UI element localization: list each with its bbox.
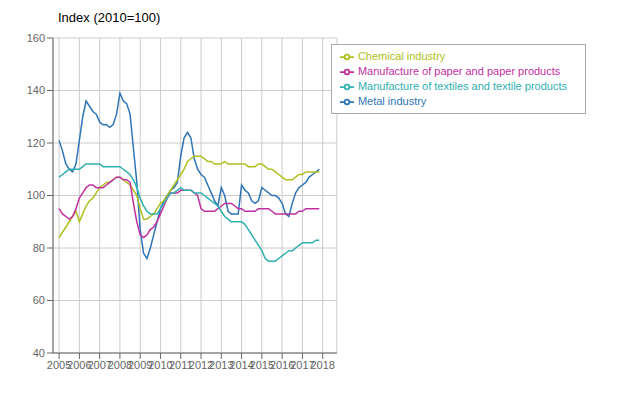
html-text:Manufacture of paper and paper: Manufacture of paper and paper products <box>357 65 561 78</box>
svg-text:80: 80 <box>33 242 45 254</box>
html-text:Index (2010=100): Index (2010=100) <box>58 10 161 25</box>
svg-text:2016: 2016 <box>269 358 295 371</box>
svg-text:2012: 2012 <box>188 358 214 371</box>
svg-text:2005: 2005 <box>46 358 72 371</box>
svg-text:2007: 2007 <box>87 358 112 371</box>
svg-text:2013: 2013 <box>209 358 234 371</box>
svg-text:40: 40 <box>33 347 45 359</box>
svg-text:2010: 2010 <box>148 358 173 371</box>
html-text:Manufacture of textiles and te: Manufacture of textiles and textile prod… <box>357 80 567 93</box>
html-text:Chemical industry: Chemical industry <box>357 50 446 62</box>
svg-text:2006: 2006 <box>67 358 92 371</box>
svg-text:2014: 2014 <box>229 358 254 371</box>
svg-text:2017: 2017 <box>290 358 315 371</box>
svg-text:2009: 2009 <box>127 358 153 371</box>
svg-text:100: 100 <box>27 189 45 201</box>
svg-text:160: 160 <box>27 32 45 44</box>
svg-text:60: 60 <box>33 294 45 306</box>
svg-text:2011: 2011 <box>168 358 193 371</box>
html-text:Metal industry: Metal industry <box>357 95 427 108</box>
svg-text:120: 120 <box>27 137 45 149</box>
svg-text:2008: 2008 <box>107 358 133 371</box>
svg-text:2015: 2015 <box>249 358 275 371</box>
svg-text:140: 140 <box>27 84 45 96</box>
svg-text:2018: 2018 <box>310 359 334 371</box>
